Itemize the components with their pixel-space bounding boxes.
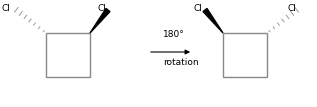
Text: Cl: Cl	[98, 4, 107, 13]
Text: Cl: Cl	[2, 4, 11, 13]
Text: rotation: rotation	[163, 58, 199, 67]
Text: Cl: Cl	[288, 4, 297, 13]
Polygon shape	[90, 8, 110, 33]
Bar	[46, 33, 90, 77]
Polygon shape	[203, 8, 223, 33]
Bar	[223, 33, 267, 77]
Text: Cl: Cl	[193, 4, 202, 13]
Text: 180°: 180°	[163, 30, 185, 39]
